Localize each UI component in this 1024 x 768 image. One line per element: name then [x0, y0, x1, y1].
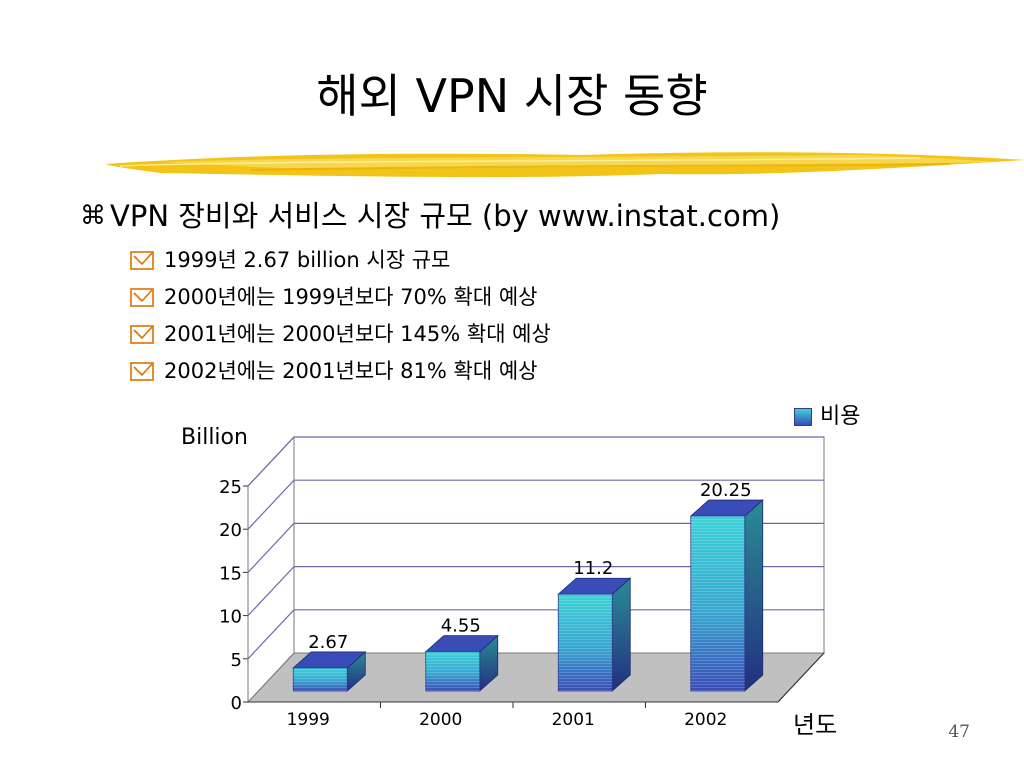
gridline — [247, 609, 824, 660]
sub-bullet-text: 2000년에는 1999년보다 70% 확대 예상 — [164, 285, 538, 309]
main-bullet: ⌘ VPN 장비와 서비스 시장 규모 (by www.instat.com) — [80, 196, 780, 236]
gridline — [247, 479, 824, 530]
x-tick-label: 2001 — [552, 710, 595, 730]
data-label: 20.25 — [700, 480, 752, 501]
x-tick-label: 1999 — [287, 710, 330, 730]
y-tick-label: 15 — [219, 563, 242, 584]
y-tick-label: 20 — [219, 520, 242, 541]
data-label: 4.55 — [441, 616, 481, 637]
data-label: 11.2 — [573, 558, 613, 579]
gridline — [247, 565, 824, 617]
bar-texture — [558, 594, 613, 691]
floor-edge — [777, 652, 825, 703]
bar-texture — [293, 667, 348, 691]
sub-bullet-text: 1999년 2.67 billion 시장 규모 — [164, 248, 451, 272]
chart-legend: 비용 — [794, 402, 860, 432]
bar-side — [611, 577, 631, 692]
checkbox-bullet-icon — [130, 324, 154, 344]
y-axis-label: Billion — [181, 425, 248, 450]
list-item: 2002년에는 2001년보다 81% 확대 예상 — [130, 353, 551, 390]
command-key-bullet-icon: ⌘ — [80, 201, 106, 231]
bar-texture — [425, 651, 480, 691]
y-tick-label: 0 — [231, 693, 242, 714]
data-label: 2.67 — [308, 632, 348, 653]
decorative-brush-stroke — [105, 152, 1024, 178]
checkbox-bullet-icon — [130, 287, 154, 307]
y-tick-label: 10 — [219, 607, 242, 628]
sub-bullet-text: 2001년에는 2000년보다 145% 확대 예상 — [164, 322, 551, 346]
main-bullet-text: VPN 장비와 서비스 시장 규모 (by www.instat.com) — [110, 199, 781, 233]
sub-bullet-list: 1999년 2.67 billion 시장 규모 2000년에는 1999년보다… — [130, 242, 551, 390]
y-tick-label: 5 — [231, 650, 242, 671]
list-item: 1999년 2.67 billion 시장 규모 — [130, 242, 551, 279]
list-item: 2001년에는 2000년보다 145% 확대 예상 — [130, 316, 551, 353]
checkbox-bullet-icon — [130, 361, 154, 381]
x-tick-label: 2000 — [419, 710, 462, 730]
sub-bullet-text: 2002년에는 2001년보다 81% 확대 예상 — [164, 359, 538, 383]
x-tick-label: 2002 — [684, 710, 727, 730]
bar-side — [744, 499, 764, 692]
bar-texture — [690, 516, 745, 691]
page-number: 47 — [948, 722, 970, 742]
x-axis-label: 년도 — [793, 711, 838, 739]
checkbox-bullet-icon — [130, 250, 154, 270]
gridline — [247, 522, 824, 573]
slide-title: 해외 VPN 시장 동향 — [316, 69, 708, 123]
list-item: 2000년에는 1999년보다 70% 확대 예상 — [130, 279, 551, 316]
legend-label: 비용 — [820, 404, 861, 429]
y-tick-label: 25 — [219, 477, 242, 498]
gridline — [247, 436, 824, 487]
legend-swatch — [794, 408, 812, 426]
